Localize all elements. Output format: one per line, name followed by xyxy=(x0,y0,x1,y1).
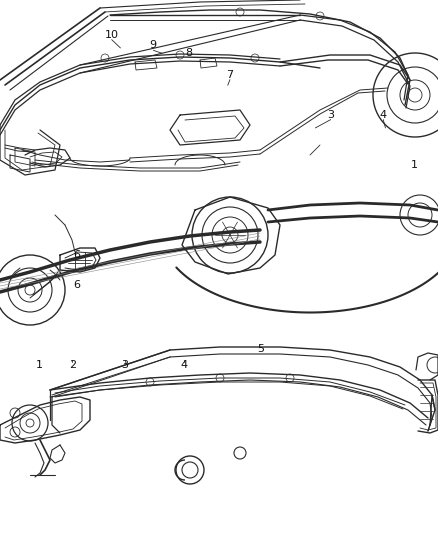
Circle shape xyxy=(192,197,268,273)
Text: 2: 2 xyxy=(69,360,76,370)
Text: 4: 4 xyxy=(380,110,387,119)
Text: 9: 9 xyxy=(150,41,157,50)
Text: 6: 6 xyxy=(73,250,80,260)
Text: 1: 1 xyxy=(410,160,417,170)
Text: 4: 4 xyxy=(180,360,187,370)
Text: 5: 5 xyxy=(257,344,264,354)
Text: 1: 1 xyxy=(36,360,43,370)
Text: 3: 3 xyxy=(121,360,128,370)
Text: 6: 6 xyxy=(73,280,80,290)
Text: 3: 3 xyxy=(327,110,334,119)
Text: 10: 10 xyxy=(105,30,119,39)
Text: 8: 8 xyxy=(185,49,192,58)
Text: 7: 7 xyxy=(226,70,233,79)
Circle shape xyxy=(12,405,48,441)
